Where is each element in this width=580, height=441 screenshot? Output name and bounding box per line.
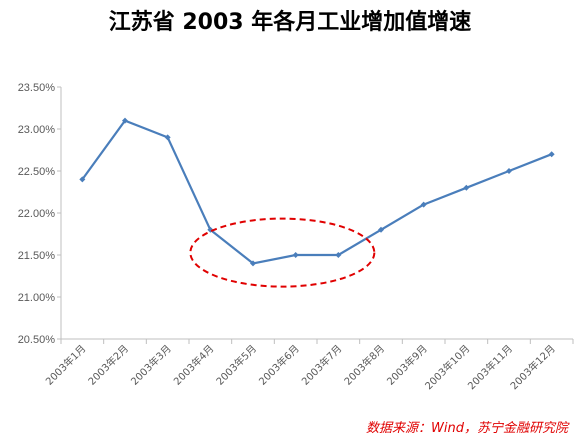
x-tick-label: 2003年8月 [341,342,387,388]
x-tick-label: 2003年1月 [43,342,89,388]
annotation [189,217,376,288]
data-point [292,252,299,258]
data-point [122,117,128,124]
data-point [250,260,256,267]
data-point [506,168,512,174]
x-tick-label: 2003年2月 [85,342,131,388]
x-tick-label: 2003年10月 [422,342,472,392]
data-point [79,176,86,183]
y-tick-label: 21.00% [18,292,56,304]
data-point [420,201,427,208]
y-tick-label: 23.50% [18,82,56,94]
data-point [463,184,470,191]
x-tick-label: 2003年6月 [256,342,302,388]
chart-title: 江苏省 2003 年各月工业增加值增速 [109,9,472,35]
x-tick-label: 2003年11月 [465,342,515,392]
series-line-path [81,119,553,265]
x-tick-label: 2003年5月 [213,342,259,388]
x-tick-label: 2003年12月 [507,342,557,392]
y-tick-label: 23.00% [18,124,56,136]
data-point [335,252,342,258]
y-tick-label: 20.50% [18,334,56,346]
data-point [378,226,384,233]
source-note: 数据来源：Wind，苏宁金融研究院 [366,420,570,436]
x-axis-ticks: 2003年1月2003年2月2003年3月2003年4月2003年5月2003年… [43,339,574,392]
y-tick-label: 22.00% [18,208,56,220]
series-line [79,117,555,267]
data-point [548,151,555,158]
y-axis-ticks: 20.50% 21.00% 21.50% 22.00% 22.50% 23.00% 23.5… [18,82,61,346]
x-tick-label: 2003年3月 [128,342,174,388]
x-tick-label: 2003年4月 [171,342,217,388]
y-tick-label: 22.50% [18,166,56,178]
x-tick-label: 2003年7月 [299,342,345,388]
data-point [164,134,171,141]
x-tick-label: 2003年9月 [384,342,430,388]
y-tick-label: 21.50% [18,250,56,262]
highlight-ellipse [189,217,376,288]
